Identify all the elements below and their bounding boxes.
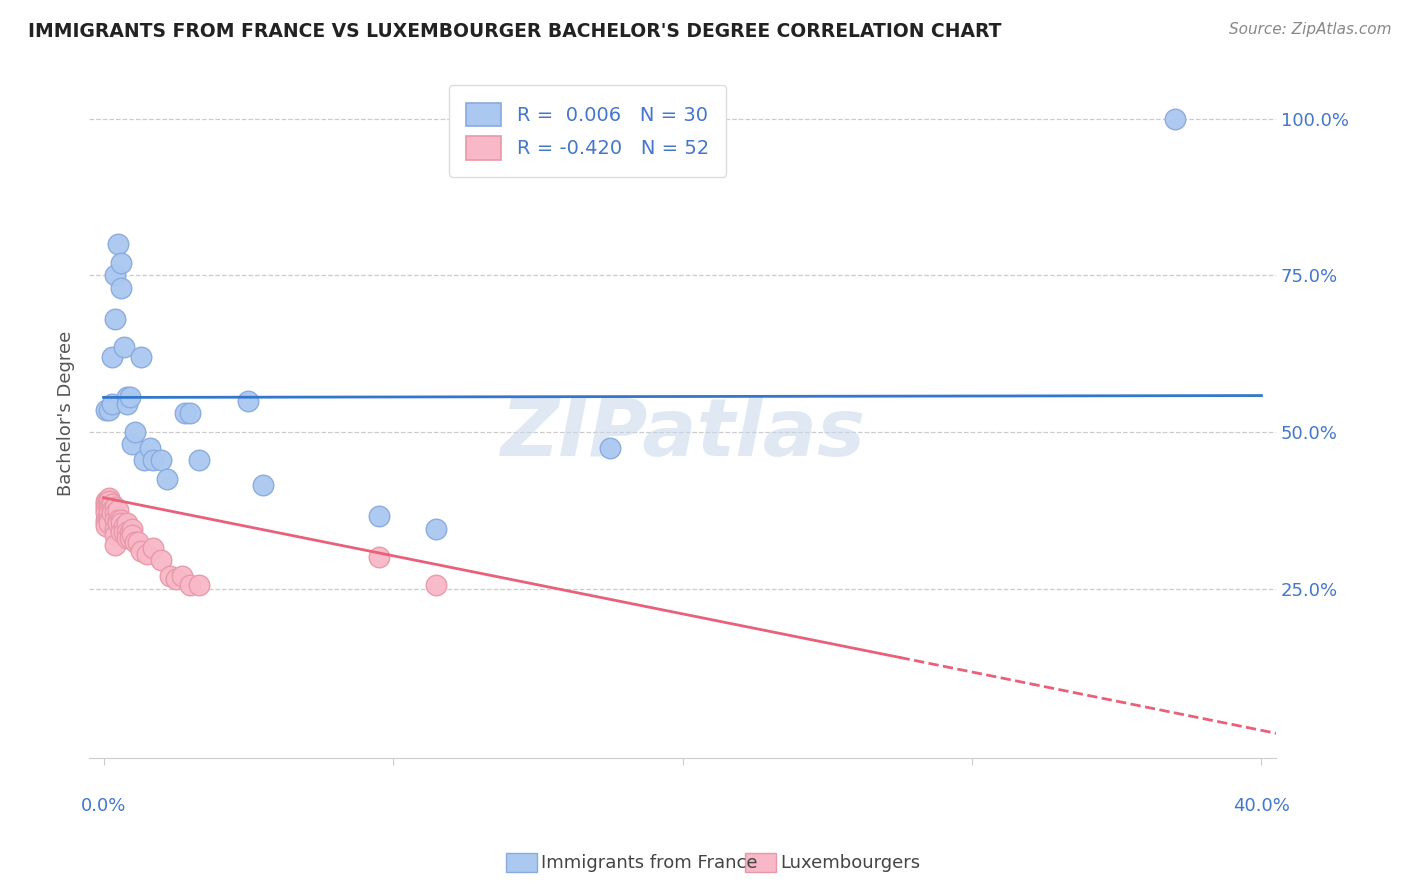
Point: [96, 403, 118, 417]
Point: [98, 491, 121, 505]
Point: [96, 513, 118, 527]
Point: [121, 522, 143, 536]
Point: [115, 532, 138, 546]
Point: [142, 453, 165, 467]
Point: [98, 513, 121, 527]
Point: [96, 503, 118, 517]
Point: [98, 403, 121, 417]
Point: [124, 425, 146, 439]
Point: [98, 503, 121, 517]
Point: [118, 391, 141, 405]
Point: [96, 519, 118, 533]
Y-axis label: Bachelor's Degree: Bachelor's Degree: [58, 330, 75, 496]
Point: [173, 406, 195, 420]
Point: [104, 500, 127, 514]
Text: ZIPatlas: ZIPatlas: [501, 395, 865, 473]
Point: [142, 541, 165, 555]
Point: [118, 525, 141, 540]
Point: [98, 516, 121, 530]
Point: [252, 478, 274, 492]
Point: [110, 516, 132, 530]
Point: [96, 500, 118, 514]
Point: [98, 500, 121, 514]
Point: [96, 506, 118, 520]
Point: [104, 538, 127, 552]
Point: [136, 547, 159, 561]
Point: [96, 493, 118, 508]
Text: Immigrants from France: Immigrants from France: [541, 854, 758, 871]
Point: [129, 544, 152, 558]
Point: [170, 569, 193, 583]
Point: [107, 503, 129, 517]
Point: [127, 534, 149, 549]
Point: [121, 528, 143, 542]
Point: [101, 506, 124, 520]
Point: [179, 578, 201, 592]
Point: [159, 569, 181, 583]
Point: [156, 472, 179, 486]
Point: [104, 513, 127, 527]
Point: [129, 350, 152, 364]
Point: [112, 525, 135, 540]
Point: [132, 453, 155, 467]
Point: [425, 522, 447, 536]
Point: [110, 256, 132, 270]
Point: [112, 340, 135, 354]
Point: [115, 391, 138, 405]
Point: [96, 516, 118, 530]
Point: [150, 453, 173, 467]
Point: [104, 528, 127, 542]
Point: [110, 281, 132, 295]
Point: [96, 497, 118, 511]
Point: [104, 268, 127, 283]
Point: [188, 578, 211, 592]
Point: [121, 437, 143, 451]
Point: [104, 506, 127, 520]
Point: [98, 506, 121, 520]
Text: Luxembourgers: Luxembourgers: [780, 854, 921, 871]
Point: [101, 397, 124, 411]
Point: [112, 519, 135, 533]
Text: Source: ZipAtlas.com: Source: ZipAtlas.com: [1229, 22, 1392, 37]
Legend: R =  0.006   N = 30, R = -0.420   N = 52: R = 0.006 N = 30, R = -0.420 N = 52: [449, 85, 727, 178]
Point: [104, 522, 127, 536]
Point: [425, 578, 447, 592]
Point: [110, 513, 132, 527]
Text: 40.0%: 40.0%: [1233, 797, 1289, 814]
Point: [238, 393, 260, 408]
Point: [107, 516, 129, 530]
Point: [115, 516, 138, 530]
Point: [104, 312, 127, 326]
Text: IMMIGRANTS FROM FRANCE VS LUXEMBOURGER BACHELOR'S DEGREE CORRELATION CHART: IMMIGRANTS FROM FRANCE VS LUXEMBOURGER B…: [28, 22, 1001, 41]
Point: [179, 406, 201, 420]
Point: [101, 497, 124, 511]
Text: 0.0%: 0.0%: [82, 797, 127, 814]
Point: [139, 441, 162, 455]
Point: [101, 350, 124, 364]
Point: [101, 503, 124, 517]
Point: [107, 513, 129, 527]
Point: [115, 525, 138, 540]
Point: [98, 493, 121, 508]
Point: [124, 534, 146, 549]
Point: [150, 553, 173, 567]
Point: [1163, 112, 1185, 126]
Point: [188, 453, 211, 467]
Point: [107, 236, 129, 251]
Point: [118, 532, 141, 546]
Point: [599, 441, 621, 455]
Point: [367, 550, 389, 565]
Point: [367, 509, 389, 524]
Point: [115, 397, 138, 411]
Point: [165, 572, 187, 586]
Point: [110, 525, 132, 540]
